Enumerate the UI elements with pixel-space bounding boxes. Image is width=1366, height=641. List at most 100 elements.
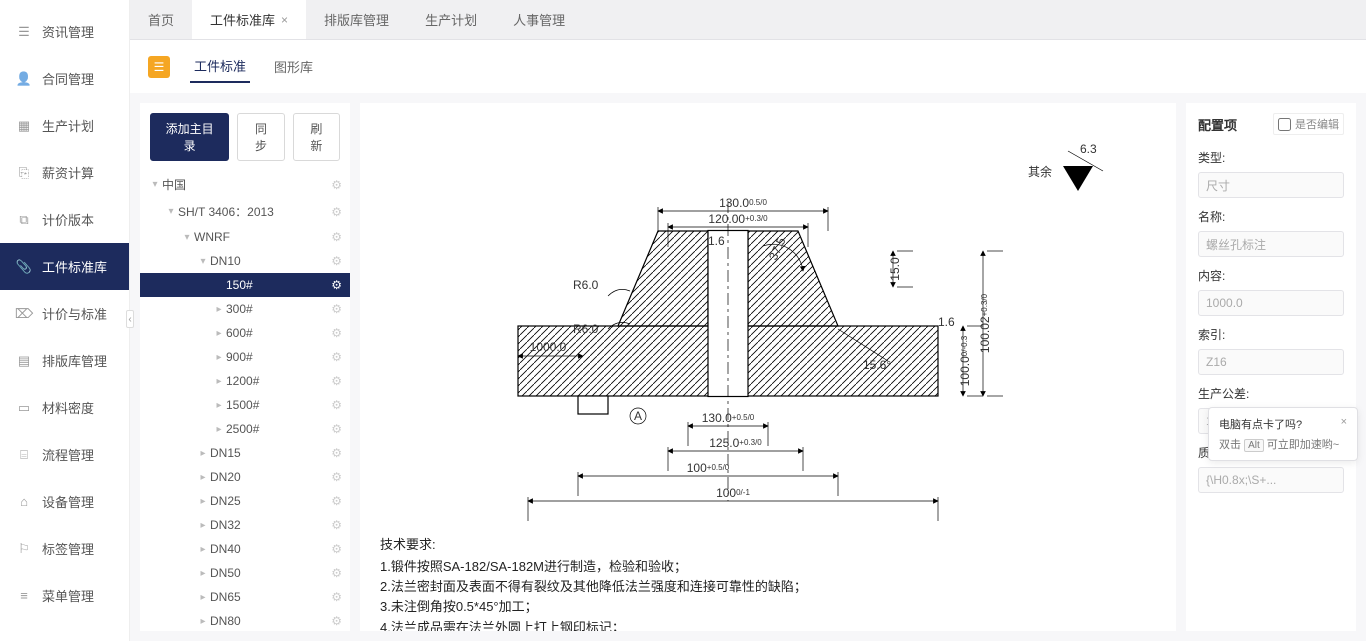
gear-icon[interactable]: ⚙ (331, 230, 342, 244)
gear-icon[interactable]: ⚙ (331, 422, 342, 436)
tree-node[interactable]: ▸DN32⚙ (140, 513, 350, 537)
sidebar-item-6[interactable]: ⌦计价与标准 (0, 290, 129, 337)
type-field[interactable] (1198, 172, 1344, 198)
chevron-down-icon[interactable]: ▾ (148, 179, 162, 190)
tree-node[interactable]: ▸900#⚙ (140, 345, 350, 369)
gear-icon[interactable]: ⚙ (331, 350, 342, 364)
sidebar-item-label: 标签管理 (42, 539, 94, 558)
tree-node[interactable]: ▸DN25⚙ (140, 489, 350, 513)
sidebar-item-8[interactable]: ▭材料密度 (0, 384, 129, 431)
gear-icon[interactable]: ⚙ (331, 398, 342, 412)
sidebar-item-3[interactable]: ⎘ 薪资计算 (0, 149, 129, 196)
chevron-right-icon[interactable]: ▸ (196, 568, 210, 579)
tree-node[interactable]: 150#⚙ (140, 273, 350, 297)
tree-node[interactable]: ▸DN65⚙ (140, 585, 350, 609)
sidebar-item-5[interactable]: 📎工件标准库 (0, 243, 129, 290)
top-tab-3[interactable]: 生产计划 (407, 0, 495, 39)
tree-node[interactable]: ▸1200#⚙ (140, 369, 350, 393)
gear-icon[interactable]: ⚙ (331, 470, 342, 484)
name-field[interactable] (1198, 231, 1344, 257)
standard-tree[interactable]: ▾中国⚙▾SH/T 3406：2013⚙▾WNRF⚙▾DN10⚙150#⚙▸30… (140, 171, 350, 631)
tree-node[interactable]: ▸DN15⚙ (140, 441, 350, 465)
sub-tab-0[interactable]: 工件标准 (190, 50, 250, 83)
gear-icon[interactable]: ⚙ (331, 178, 342, 192)
sidebar-item-label: 计价与标准 (42, 304, 107, 323)
sidebar-item-0[interactable]: ☰资讯管理 (0, 8, 129, 55)
chevron-right-icon[interactable]: ▸ (196, 520, 210, 531)
tree-node[interactable]: ▸DN20⚙ (140, 465, 350, 489)
chevron-right-icon[interactable]: ▸ (196, 544, 210, 555)
gear-icon[interactable]: ⚙ (331, 518, 342, 532)
tree-node[interactable]: ▸2500#⚙ (140, 417, 350, 441)
gear-icon[interactable]: ⚙ (331, 326, 342, 340)
edit-toggle[interactable]: 是否编辑 (1273, 113, 1344, 135)
chevron-right-icon[interactable]: ▸ (212, 304, 226, 315)
sidebar-item-7[interactable]: ▤排版库管理 (0, 337, 129, 384)
sidebar-collapse-handle[interactable]: ‹ (126, 310, 134, 328)
config-title: 配置项 (1198, 115, 1237, 134)
tree-node[interactable]: ▸1500#⚙ (140, 393, 350, 417)
tree-node[interactable]: ▸600#⚙ (140, 321, 350, 345)
tree-node[interactable]: ▸DN50⚙ (140, 561, 350, 585)
gear-icon[interactable]: ⚙ (331, 566, 342, 580)
gear-icon[interactable]: ⚙ (331, 614, 342, 628)
tree-node[interactable]: ▾SH/T 3406：2013⚙ (140, 198, 350, 225)
chevron-down-icon[interactable]: ▾ (164, 206, 178, 217)
chevron-right-icon[interactable]: ▸ (212, 424, 226, 435)
close-icon[interactable]: × (281, 13, 288, 27)
chevron-right-icon[interactable]: ▸ (196, 592, 210, 603)
edit-checkbox[interactable] (1278, 118, 1291, 131)
gear-icon[interactable]: ⚙ (331, 205, 342, 219)
sidebar-item-10[interactable]: ⌂设备管理 (0, 478, 129, 525)
gear-icon[interactable]: ⚙ (331, 542, 342, 556)
sidebar-item-12[interactable]: ≡菜单管理 (0, 572, 129, 619)
chevron-right-icon[interactable]: ▸ (212, 400, 226, 411)
gear-icon[interactable]: ⚙ (331, 254, 342, 268)
svg-text:130.0+0.5/0: 130.0+0.5/0 (702, 411, 755, 425)
type-label: 类型: (1198, 149, 1344, 166)
add-main-dir-button[interactable]: 添加主目录 (150, 113, 229, 161)
gear-icon[interactable]: ⚙ (331, 278, 342, 292)
folder-icon: ⎘ (16, 165, 32, 181)
content-field[interactable] (1198, 290, 1344, 316)
sidebar-item-label: 计价版本 (42, 210, 94, 229)
chevron-right-icon[interactable]: ▸ (212, 328, 226, 339)
index-field[interactable] (1198, 349, 1344, 375)
tree-node[interactable]: ▾WNRF⚙ (140, 225, 350, 249)
tree-node[interactable]: ▸DN80⚙ (140, 609, 350, 631)
gear-icon[interactable]: ⚙ (331, 374, 342, 388)
gear-icon[interactable]: ⚙ (331, 590, 342, 604)
top-tab-4[interactable]: 人事管理 (495, 0, 583, 39)
top-tab-1[interactable]: 工件标准库× (192, 0, 306, 39)
tree-node[interactable]: ▸300#⚙ (140, 297, 350, 321)
sync-button[interactable]: 同步 (237, 113, 284, 161)
refresh-button[interactable]: 刷新 (293, 113, 340, 161)
sidebar-item-label: 薪资计算 (42, 163, 94, 182)
chevron-down-icon[interactable]: ▾ (180, 232, 194, 243)
chevron-right-icon[interactable]: ▸ (196, 616, 210, 627)
sidebar-item-11[interactable]: ⚐标签管理 (0, 525, 129, 572)
gear-icon[interactable]: ⚙ (331, 446, 342, 460)
sub-tab-1[interactable]: 图形库 (270, 51, 317, 82)
sidebar-item-1[interactable]: 👤合同管理 (0, 55, 129, 102)
gear-icon[interactable]: ⚙ (331, 494, 342, 508)
top-tab-2[interactable]: 排版库管理 (306, 0, 407, 39)
chevron-right-icon[interactable]: ▸ (196, 496, 210, 507)
tree-node[interactable]: ▾中国⚙ (140, 171, 350, 198)
tree-node[interactable]: ▾DN10⚙ (140, 249, 350, 273)
top-tab-0[interactable]: 首页 (130, 0, 192, 39)
gear-icon[interactable]: ⚙ (331, 302, 342, 316)
qc-tol-field[interactable] (1198, 467, 1344, 493)
sidebar-item-9[interactable]: ⌸流程管理 (0, 431, 129, 478)
chevron-right-icon[interactable]: ▸ (196, 472, 210, 483)
doc-icon: ▭ (16, 400, 32, 416)
tree-node[interactable]: ▸DN40⚙ (140, 537, 350, 561)
toast-title: 电脑有点卡了吗? (1219, 416, 1302, 432)
toast-close-icon[interactable]: × (1341, 416, 1347, 432)
sidebar-item-4[interactable]: ⧉计价版本 (0, 196, 129, 243)
chevron-right-icon[interactable]: ▸ (212, 352, 226, 363)
sidebar-item-2[interactable]: ▦生产计划 (0, 102, 129, 149)
chevron-down-icon[interactable]: ▾ (196, 256, 210, 267)
chevron-right-icon[interactable]: ▸ (196, 448, 210, 459)
chevron-right-icon[interactable]: ▸ (212, 376, 226, 387)
